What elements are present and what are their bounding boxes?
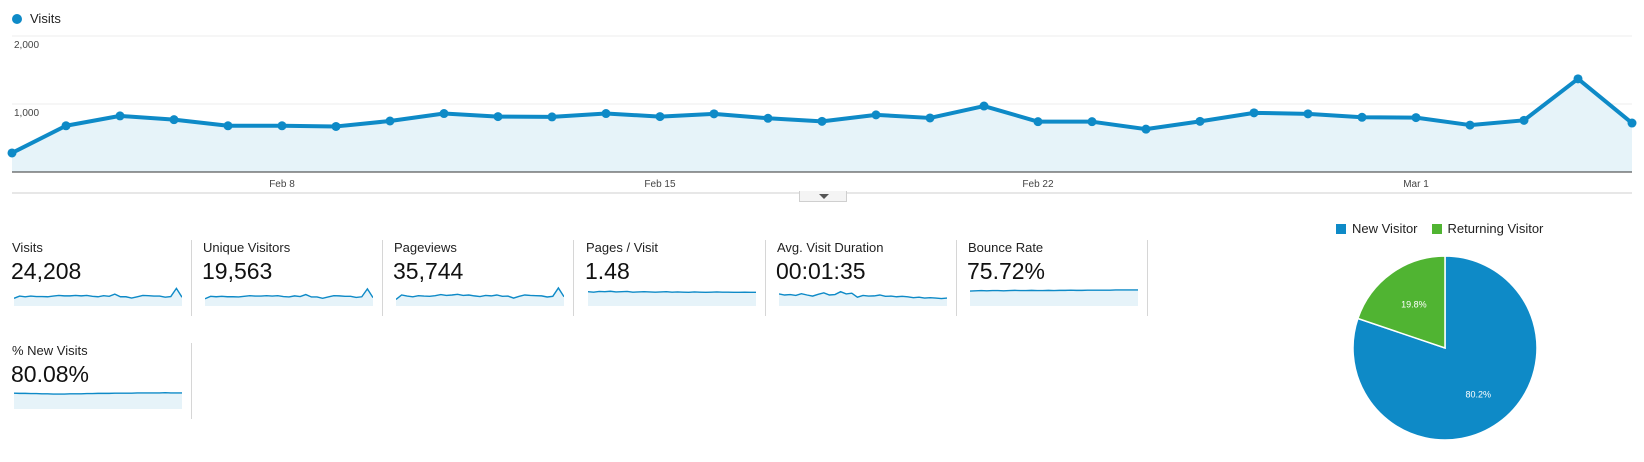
visits-data-point[interactable] [763, 113, 773, 123]
metric-sparkline [205, 287, 373, 306]
metric-label: Avg. Visit Duration [777, 240, 884, 255]
sparkline-line [970, 289, 1138, 292]
metric-label: Pageviews [394, 240, 457, 255]
pie-slice-label: 80.2% [1465, 389, 1491, 399]
pie-legend-returning-visitor-label: Returning Visitor [1447, 221, 1544, 236]
metric-card[interactable]: Pages / Visit 1.48 [585, 240, 766, 316]
metric-card[interactable]: Bounce Rate 75.72% [967, 240, 1148, 316]
visits-data-point[interactable] [1087, 117, 1097, 127]
pie-slice-new-visitor[interactable] [1352, 255, 1538, 441]
metric-value: 1.48 [585, 258, 630, 284]
visits-data-point[interactable] [1519, 115, 1529, 125]
sparkline-line [779, 290, 947, 300]
metric-value: 80.08% [11, 361, 90, 387]
metric-sparkline [588, 290, 756, 306]
metric-sparkline [14, 392, 182, 409]
visits-data-point[interactable] [1411, 113, 1421, 123]
returning-visitor-swatch [1431, 223, 1442, 234]
metric-card[interactable]: % New Visits 80.08% [11, 343, 192, 419]
visits-data-point[interactable] [1249, 108, 1259, 118]
metric-label: Pages / Visit [586, 240, 659, 255]
visits-legend-label: Visits [30, 11, 61, 26]
chevron-down-icon [819, 194, 829, 199]
metric-label: Visits [12, 240, 43, 255]
sparkline-area [779, 291, 947, 306]
metric-label: Unique Visitors [203, 240, 291, 255]
visits-data-point[interactable] [1357, 112, 1367, 122]
visits-data-point[interactable] [331, 121, 341, 131]
metric-value: 24,208 [11, 258, 82, 284]
visits-data-point[interactable] [601, 109, 611, 119]
visits-line-chart: 2,000 1,000 Feb 8 Feb 15 Feb 22 Mar 1 [7, 35, 1637, 194]
visits-data-point[interactable] [655, 112, 665, 122]
visits-data-point[interactable] [1303, 109, 1313, 119]
visits-data-point[interactable] [1195, 116, 1205, 126]
metric-card[interactable]: Avg. Visit Duration 00:01:35 [776, 240, 957, 316]
x-tick-label: Mar 1 [1403, 179, 1429, 190]
x-tick-label: Feb 15 [644, 179, 676, 190]
visits-data-point[interactable] [439, 109, 449, 119]
new-visitor-swatch [1336, 223, 1346, 234]
chart-collapse-toggle[interactable] [799, 191, 847, 202]
sparkline-area [14, 392, 182, 409]
visits-data-point[interactable] [979, 101, 989, 111]
pie-legend-returning-visitor[interactable]: Returning Visitor [1431, 221, 1544, 236]
metric-value: 19,563 [202, 258, 273, 284]
visits-data-point[interactable] [1627, 118, 1637, 128]
visits-data-point[interactable] [493, 112, 503, 122]
visits-data-point[interactable] [385, 116, 395, 126]
pie-legend: New Visitor Returning Visitor [1336, 221, 1557, 236]
chart-legend: Visits [12, 11, 61, 26]
visits-data-point[interactable] [1033, 117, 1043, 127]
sparkline-line [205, 287, 373, 300]
metric-card[interactable]: Unique Visitors 19,563 [202, 240, 383, 316]
visits-data-point[interactable] [223, 121, 233, 131]
metric-sparkline [970, 289, 1138, 306]
visits-data-point[interactable] [925, 113, 935, 123]
pie-slice-label: 19.8% [1401, 300, 1427, 310]
visits-data-point[interactable] [1465, 120, 1475, 130]
visits-data-point[interactable] [169, 115, 179, 125]
sparkline-line [14, 392, 182, 395]
pie-legend-new-visitor[interactable]: New Visitor [1336, 221, 1418, 236]
visits-data-point[interactable] [1141, 124, 1151, 134]
metric-card[interactable]: Pageviews 35,744 [393, 240, 574, 316]
visits-data-point[interactable] [61, 121, 71, 131]
pie-legend-new-visitor-label: New Visitor [1352, 221, 1418, 236]
visits-data-point[interactable] [7, 148, 17, 158]
sparkline-area [970, 289, 1138, 306]
visits-data-point[interactable] [1573, 74, 1583, 84]
metric-sparkline [14, 287, 182, 306]
sparkline-line [588, 290, 756, 294]
metric-sparkline [396, 286, 564, 306]
y-tick-label: 2,000 [14, 40, 39, 51]
y-tick-label: 1,000 [14, 108, 39, 119]
metric-value: 00:01:35 [776, 258, 866, 284]
metric-label: Bounce Rate [968, 240, 1044, 255]
x-tick-label: Feb 22 [1022, 179, 1054, 190]
visits-data-point[interactable] [547, 112, 557, 122]
metric-sparkline [779, 290, 947, 306]
visits-data-point[interactable] [817, 116, 827, 126]
visits-data-point[interactable] [709, 109, 719, 119]
metric-label: % New Visits [12, 343, 88, 358]
metric-card[interactable]: Visits 24,208 [11, 240, 192, 316]
sparkline-line [396, 286, 564, 300]
visits-legend-dot [12, 13, 22, 24]
visits-data-point[interactable] [871, 110, 881, 120]
visits-data-point[interactable] [115, 111, 125, 121]
sparkline-line [14, 287, 182, 299]
x-tick-label: Feb 8 [269, 179, 295, 190]
sparkline-area [588, 291, 756, 306]
pie-slice-returning-visitor[interactable] [1356, 255, 1446, 350]
metric-value: 75.72% [967, 258, 1046, 284]
visitor-type-pie-chart: 80.2% 19.8% [1352, 255, 1538, 441]
metric-value: 35,744 [393, 258, 464, 284]
visits-data-point[interactable] [277, 121, 287, 131]
